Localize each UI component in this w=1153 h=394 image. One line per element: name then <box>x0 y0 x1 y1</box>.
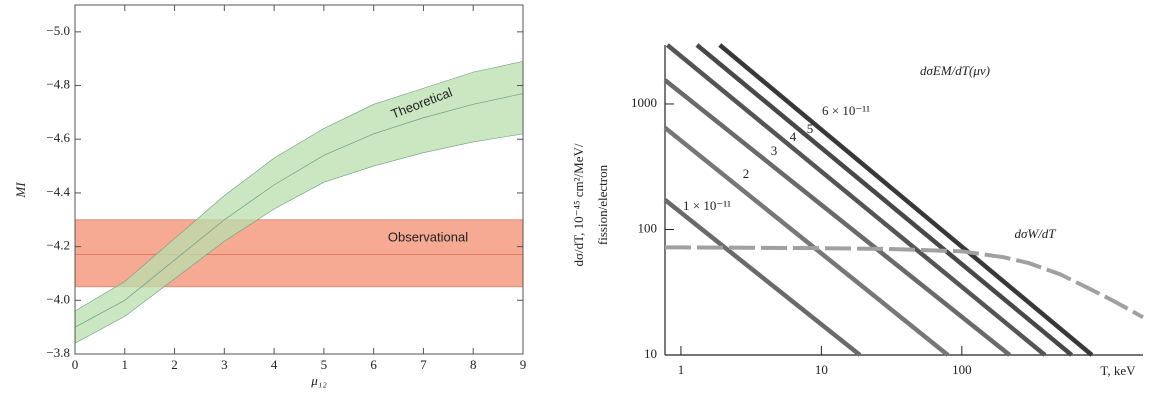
x-axis-label: T, keV <box>1100 363 1136 378</box>
series-label: 3 <box>771 143 778 158</box>
y-tick-label: 100 <box>638 220 658 235</box>
y-tick-label: −3.8 <box>46 345 70 360</box>
x-axis-label: μ₁₂ <box>310 373 327 388</box>
series-line <box>663 126 950 357</box>
x-tick-label: 1 <box>678 362 685 377</box>
x-tick-label: 10 <box>815 362 828 377</box>
series-label: Observational <box>388 229 468 244</box>
x-tick-label: 3 <box>221 357 228 372</box>
x-tick-label: 4 <box>271 357 278 372</box>
x-tick-label: 2 <box>171 357 178 372</box>
series-line <box>718 43 1094 357</box>
y-tick-label: 10 <box>644 346 657 361</box>
y-tick-label: −4.4 <box>46 184 70 199</box>
band-center-line <box>74 93 524 328</box>
series-label: 4 <box>790 129 797 144</box>
x-tick-label: 0 <box>72 357 79 372</box>
y-tick-label: −4.6 <box>46 130 70 145</box>
x-tick-label: 7 <box>420 357 427 372</box>
series-label: 1 × 10⁻¹¹ <box>683 198 731 213</box>
panel-line: 1 10 100 10 100 1000 1 × 10⁻¹¹ 2 345 6 × 10⁻¹¹ dσW… <box>571 43 1144 378</box>
x-tick-label: 5 <box>321 357 328 372</box>
x-tick-label: 9 <box>520 357 527 372</box>
y-axis-label: dσ/dT, 10⁻⁴⁵ cm²/MeV/ <box>571 143 586 266</box>
series-label: 5 <box>807 121 814 136</box>
annotation: dσEM/dT(μν) <box>920 63 990 78</box>
y-tick-label: −4.2 <box>46 238 70 253</box>
series-line <box>665 245 1144 319</box>
frame <box>74 4 524 355</box>
series-line <box>665 43 1047 357</box>
series-label: dσW/dT <box>1014 226 1056 241</box>
y-tick-label: −4.0 <box>46 291 70 306</box>
series-line <box>663 198 862 357</box>
x-tick-label: 8 <box>470 357 477 372</box>
series-label: 2 <box>743 166 750 181</box>
y-tick-label: 1000 <box>631 95 657 110</box>
y-axis-label: MI <box>13 182 28 199</box>
series-line <box>695 43 1074 357</box>
y-tick-label: −5.0 <box>46 23 70 38</box>
x-tick-label: 6 <box>370 357 377 372</box>
x-tick-label: 100 <box>952 362 972 377</box>
x-tick-label: 1 <box>122 357 129 372</box>
series-line <box>663 78 1012 357</box>
y-tick-label: −4.8 <box>46 77 70 92</box>
y-axis-label: fission/electron <box>595 164 610 245</box>
series-label: 6 × 10⁻¹¹ <box>822 103 870 118</box>
